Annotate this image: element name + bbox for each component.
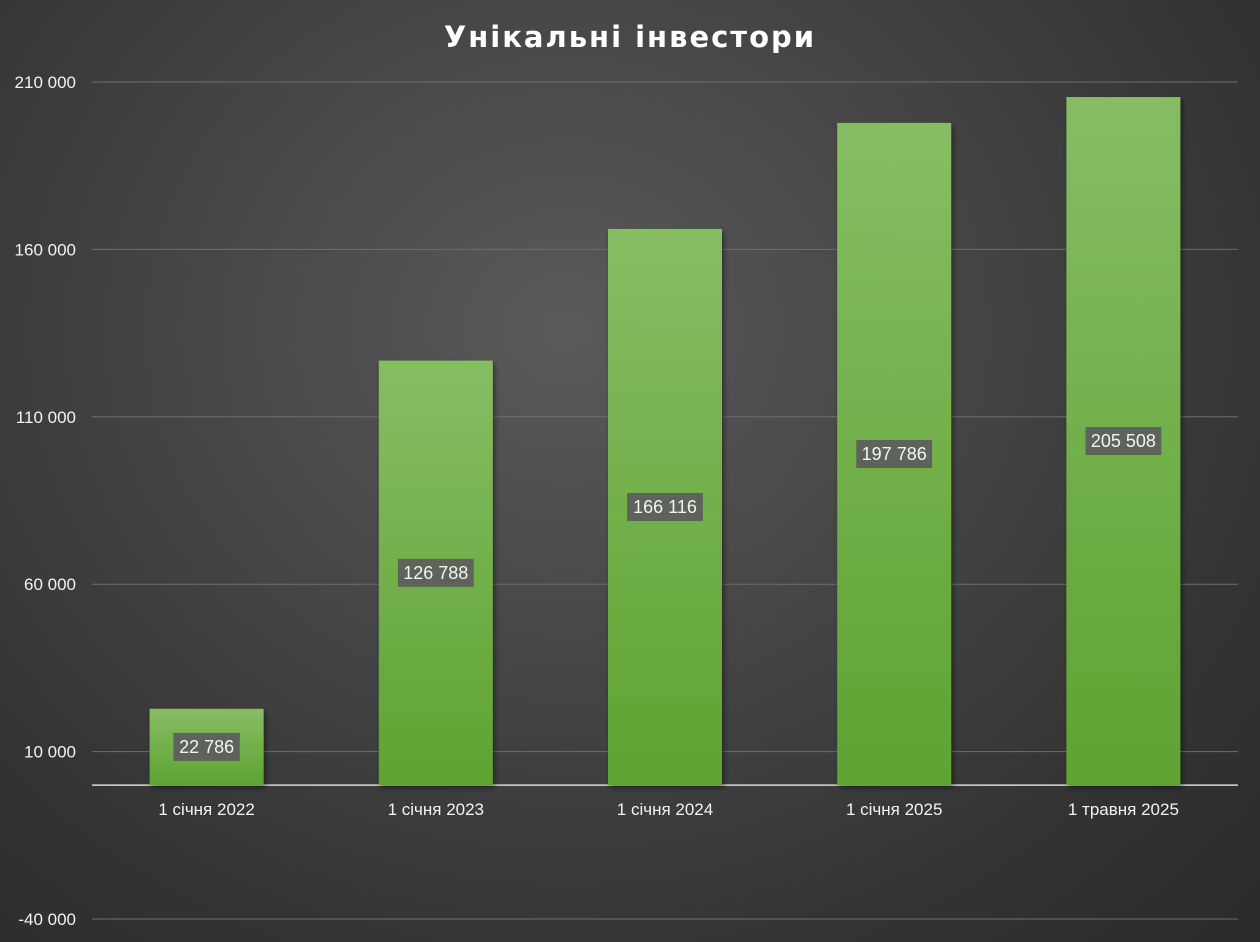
y-tick-label: 160 000 bbox=[15, 240, 76, 259]
data-label: 205 508 bbox=[1091, 431, 1156, 451]
data-label: 126 788 bbox=[403, 563, 468, 583]
bars bbox=[149, 97, 1181, 786]
data-label-background bbox=[1085, 427, 1162, 456]
data-labels: 22 786 126 788 166 116 197 786 205 508 bbox=[173, 427, 1162, 761]
y-tick-label: 210 000 bbox=[15, 73, 76, 92]
y-axis-ticks: -40 000 10 000 60 000 110 000 160 000 210 000 bbox=[15, 73, 76, 929]
data-label-background bbox=[627, 493, 703, 522]
data-label-background bbox=[173, 732, 240, 761]
data-label-background bbox=[397, 558, 474, 587]
data-label: 166 116 bbox=[633, 497, 697, 517]
x-tick-label: 1 січня 2025 bbox=[846, 800, 942, 819]
x-tick-label: 1 січня 2023 bbox=[388, 800, 484, 819]
data-label: 197 786 bbox=[862, 444, 927, 464]
x-tick-label: 1 січня 2024 bbox=[617, 800, 713, 819]
y-tick-label: 110 000 bbox=[16, 408, 76, 427]
x-tick-label: 1 січня 2022 bbox=[158, 800, 254, 819]
data-label-background bbox=[856, 439, 933, 468]
data-label: 22 786 bbox=[179, 737, 234, 757]
y-tick-label: -40 000 bbox=[18, 910, 76, 929]
chart-title: Унікальні інвестори bbox=[444, 20, 816, 54]
x-axis-ticks: 1 січня 2022 1 січня 2023 1 січня 2024 1 сі… bbox=[158, 800, 1179, 819]
y-tick-label: 60 000 bbox=[24, 575, 76, 594]
x-tick-label: 1 травня 2025 bbox=[1068, 800, 1179, 819]
y-tick-label: 10 000 bbox=[24, 743, 76, 762]
